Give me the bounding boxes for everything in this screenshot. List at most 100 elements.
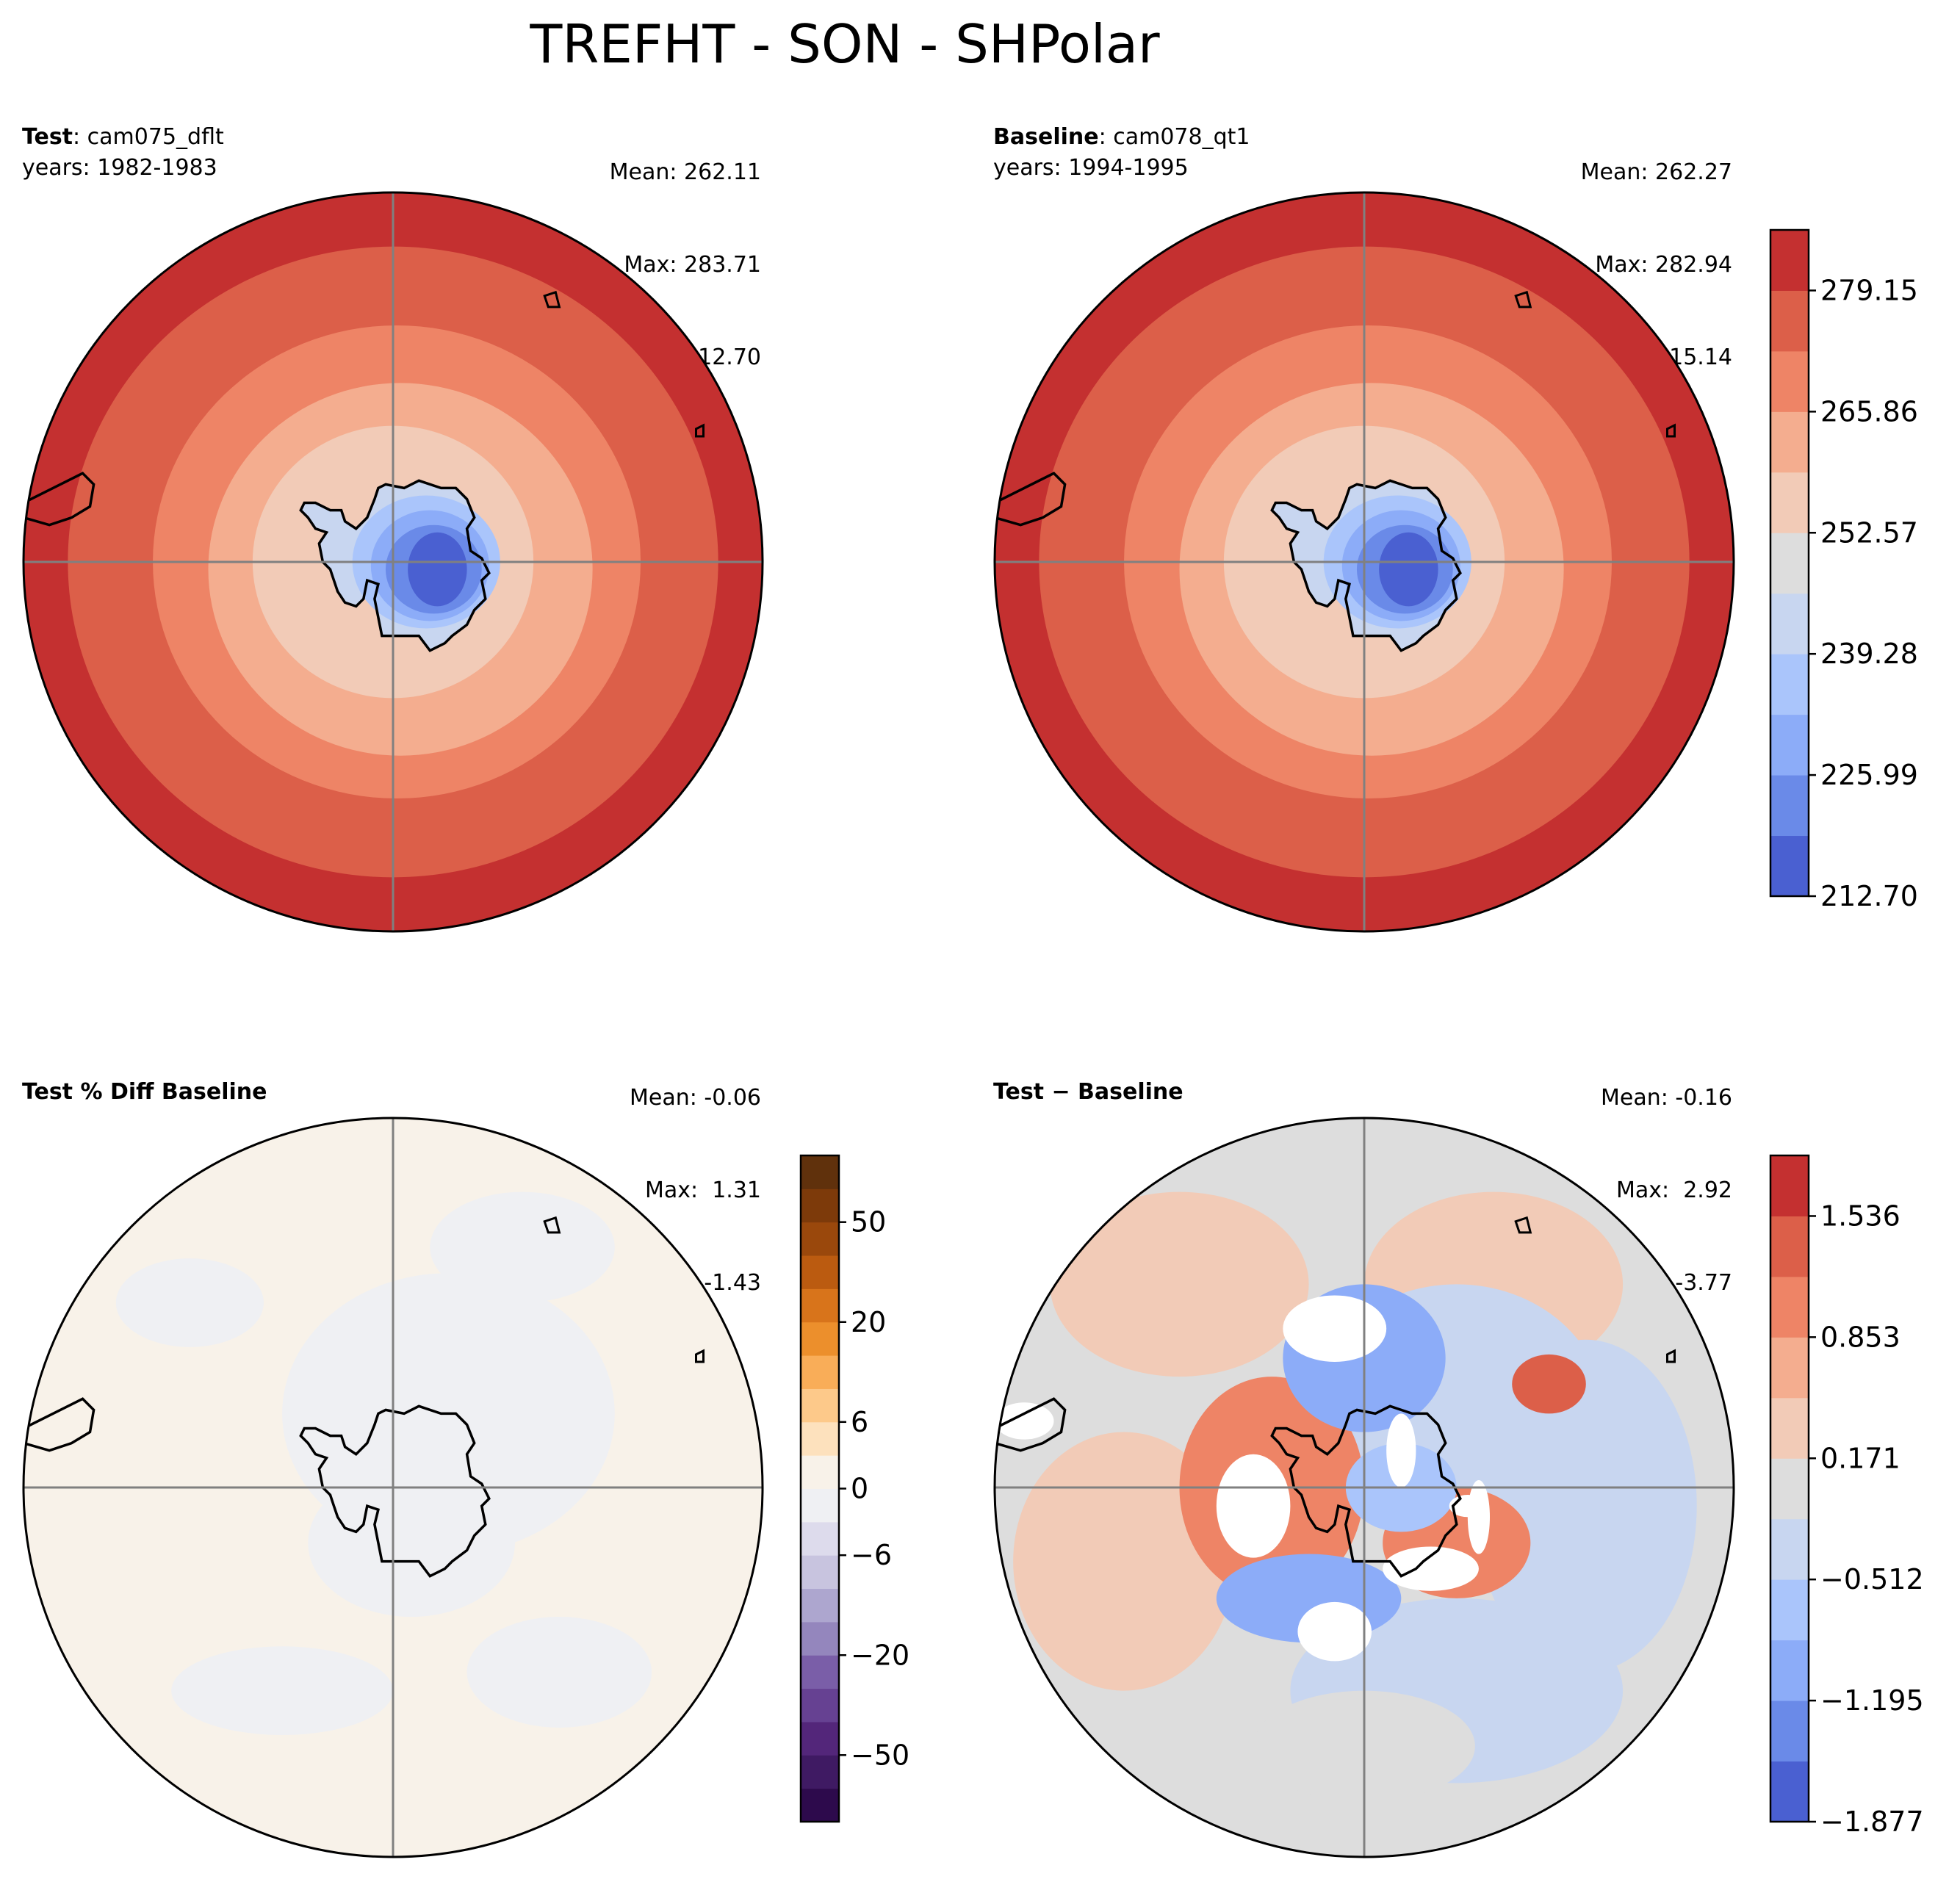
south-america-outline xyxy=(995,1397,1067,1452)
baseline-years: years: 1994-1995 xyxy=(993,155,1189,181)
baseline-stats: Mean: 262.27 Max: 282.94 Min: 215.14 xyxy=(1581,95,1732,404)
colorbar-tick-label: −1.877 xyxy=(1820,1806,1924,1838)
colorbar-tick-label: 225.99 xyxy=(1820,759,1918,791)
colorbar-tick-label: −1.195 xyxy=(1820,1684,1924,1717)
difference-region xyxy=(1512,1354,1586,1414)
map-boundary xyxy=(22,1117,764,1858)
colorbar-frame xyxy=(1769,228,1810,898)
colorbar-segment xyxy=(1770,1518,1809,1580)
pctdiff-max: Max: 1.31 xyxy=(645,1177,761,1203)
colorbar-segment xyxy=(801,1355,839,1389)
difference-region xyxy=(1013,1432,1235,1691)
colorbar-segment xyxy=(1770,1276,1809,1338)
out-of-range-region xyxy=(1283,1295,1387,1362)
south-america-outline xyxy=(24,1397,96,1452)
figure-title: TREFHT - SON - SHPolar xyxy=(530,13,1160,75)
map-overlay-0 xyxy=(22,191,764,933)
island-outline xyxy=(1514,1216,1532,1234)
colorbar-segment xyxy=(1770,1337,1809,1399)
test-years: years: 1982-1983 xyxy=(22,155,217,181)
plateau-band xyxy=(1379,532,1438,607)
colorbar-tick-label: 20 xyxy=(851,1306,886,1338)
colorbar-tick-label: 279.15 xyxy=(1820,274,1918,306)
baseline-label-rest: : cam078_qt1 xyxy=(1098,124,1250,150)
colorbar-temperature: 212.70 225.99 239.28 252.57 265.86 279.15 xyxy=(1769,228,1918,912)
test-label-rest: : cam075_dflt xyxy=(73,124,224,150)
baseline-label-bold: Baseline xyxy=(993,124,1099,150)
colorbar-tick-label: 0.853 xyxy=(1820,1321,1900,1353)
colorbar-percent: −50 −20 −6 0 6 20 50 xyxy=(799,1154,909,1823)
colorbar-segment xyxy=(1770,1216,1809,1277)
colorbar-tick-label: 0.171 xyxy=(1820,1442,1900,1474)
colorbar-segment xyxy=(801,1455,839,1489)
out-of-range-region xyxy=(1216,1454,1291,1558)
near-zero-region xyxy=(430,1191,615,1303)
colorbar-segment xyxy=(801,1555,839,1590)
colorbar-segment xyxy=(1770,1761,1809,1822)
colorbar-segment xyxy=(1770,654,1809,715)
colorbar-tick-label: −20 xyxy=(851,1639,909,1671)
colorbar-segment xyxy=(1770,533,1809,594)
diff-label-rest: − Baseline xyxy=(1044,1079,1183,1105)
colorbar-segment xyxy=(1770,593,1809,654)
colorbar-segment xyxy=(801,1588,839,1623)
diff-label-bold: Test xyxy=(993,1079,1045,1105)
island-outline xyxy=(695,423,705,438)
colorbar-segment xyxy=(801,1222,839,1256)
colorbar-segment xyxy=(1770,411,1809,473)
test-max: Max: 283.71 xyxy=(624,252,761,278)
colorbar-tick-label: 265.86 xyxy=(1820,395,1918,428)
pctdiff-label-bold: Test % Diff Baseline xyxy=(22,1079,267,1105)
colorbar-tick-label: 6 xyxy=(851,1406,868,1438)
island-outline xyxy=(543,290,561,309)
diff-panel-label: Test − Baseline xyxy=(993,1077,1183,1108)
colorbar-segment xyxy=(801,1388,839,1423)
colorbar-segment xyxy=(801,1688,839,1723)
colorbar-segment xyxy=(801,1721,839,1756)
colorbar-segment xyxy=(1770,230,1809,291)
test-panel-label: Test: cam075_dflt years: 1982-1983 xyxy=(22,122,224,184)
colorbar-tick-label: −6 xyxy=(851,1539,892,1571)
map-overlay-3 xyxy=(993,1117,1735,1858)
map-boundary xyxy=(22,191,764,933)
south-america-outline xyxy=(24,472,96,527)
colorbar-tick-label: 1.536 xyxy=(1820,1200,1900,1232)
map-boundary xyxy=(993,191,1735,933)
baseline-max: Max: 282.94 xyxy=(1595,252,1732,278)
colorbar-segment xyxy=(1770,290,1809,352)
plateau-band xyxy=(408,532,467,607)
colorbar-segment xyxy=(1770,350,1809,412)
island-outline xyxy=(695,1349,705,1363)
colorbar-segment xyxy=(801,1755,839,1789)
out-of-range-region xyxy=(995,1402,1054,1440)
baseline-mean: Mean: 262.27 xyxy=(1580,159,1732,185)
out-of-range-region xyxy=(1383,1546,1479,1591)
colorbar-tick-label: 252.57 xyxy=(1820,516,1918,549)
colorbar-segment xyxy=(801,1321,839,1356)
colorbar-segment xyxy=(801,1788,839,1822)
map-overlay-1 xyxy=(993,191,1735,933)
colorbar-tick-label: 50 xyxy=(851,1206,886,1238)
colorbar-segment xyxy=(801,1288,839,1323)
diff-max: Max: 2.92 xyxy=(1616,1177,1732,1203)
near-zero-region xyxy=(466,1617,652,1728)
island-outline xyxy=(1514,290,1532,309)
colorbar-difference: −1.877 −1.195 −0.512 0.171 0.853 1.536 xyxy=(1769,1154,1924,1838)
pctdiff-panel-label: Test % Diff Baseline xyxy=(22,1077,267,1108)
antarctica-outline xyxy=(299,479,491,652)
pctdiff-mean: Mean: -0.06 xyxy=(629,1085,761,1111)
colorbar-tick-label: 0 xyxy=(851,1473,868,1505)
island-outline xyxy=(1666,423,1676,438)
test-mean: Mean: 262.11 xyxy=(609,159,761,185)
colorbar-segment xyxy=(1770,714,1809,776)
colorbar-segment xyxy=(801,1189,839,1223)
antarctica-outline xyxy=(299,1404,491,1578)
near-zero-region xyxy=(308,1468,515,1617)
colorbar-segment xyxy=(1770,472,1809,533)
colorbar-segment xyxy=(801,1655,839,1689)
difference-region xyxy=(1050,1191,1309,1377)
colorbar-segment xyxy=(1770,835,1809,897)
out-of-range-region xyxy=(1386,1413,1416,1487)
colorbar-tick-label: −0.512 xyxy=(1820,1563,1924,1595)
